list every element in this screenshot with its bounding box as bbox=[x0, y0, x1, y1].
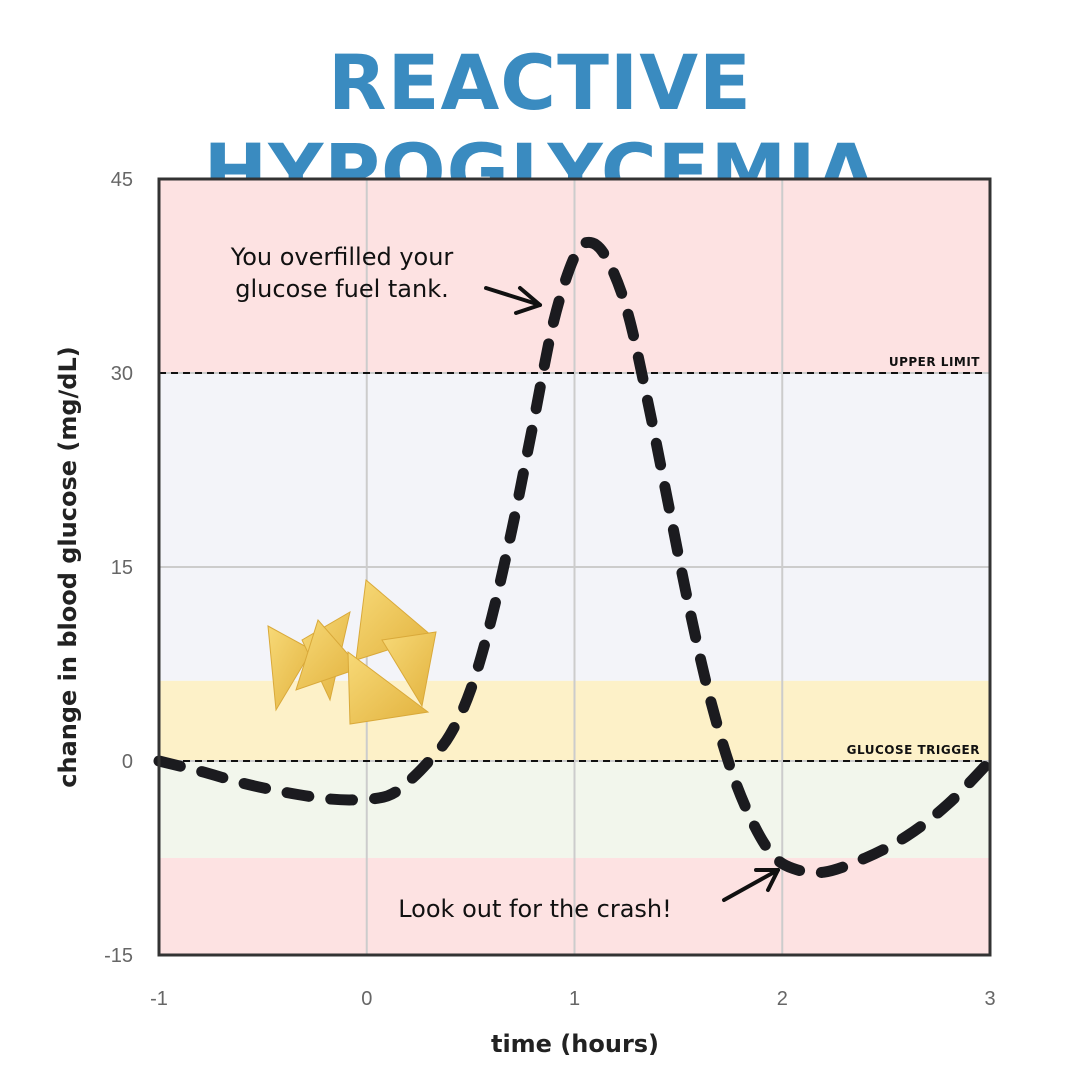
y-tick-label-2: 15 bbox=[111, 557, 133, 579]
x-axis-ticks: -1 0 1 2 3 bbox=[150, 988, 995, 1010]
plot-frame bbox=[157, 177, 992, 957]
x-tick-label-2: 1 bbox=[569, 988, 580, 1010]
reference-lines: UPPER LIMIT GLUCOSE TRIGGER bbox=[159, 355, 984, 762]
y-axis-label: change in blood glucose (mg/dL) bbox=[54, 346, 82, 787]
y-tick-label-1: 0 bbox=[122, 751, 133, 773]
annotation-overfilled-line2: glucose fuel tank. bbox=[235, 275, 448, 303]
x-axis-label: time (hours) bbox=[491, 1030, 659, 1058]
y-axis-ticks: -15 0 15 30 45 bbox=[104, 169, 133, 967]
y-tick-label-4: 45 bbox=[111, 169, 133, 191]
x-tick-label-4: 3 bbox=[984, 988, 995, 1010]
arrow-up-right-icon bbox=[722, 868, 780, 902]
x-tick-label-0: -1 bbox=[150, 988, 168, 1010]
x-tick-label-3: 2 bbox=[777, 988, 788, 1010]
annotation-crash-text: Look out for the crash! bbox=[398, 895, 672, 923]
tortilla-chips-image bbox=[267, 579, 437, 725]
annotation-crash: Look out for the crash! bbox=[398, 868, 780, 923]
reference-line-label-0: UPPER LIMIT bbox=[889, 355, 980, 369]
annotation-overfilled-line1: You overfilled your bbox=[230, 243, 454, 271]
glucose-curve bbox=[153, 236, 996, 879]
y-tick-label-0: -15 bbox=[104, 945, 133, 967]
reference-line-label-1: GLUCOSE TRIGGER bbox=[847, 743, 980, 757]
y-tick-label-3: 30 bbox=[111, 363, 133, 385]
arrow-right-icon bbox=[484, 286, 542, 315]
x-tick-label-1: 0 bbox=[361, 988, 372, 1010]
annotation-overfilled: You overfilled your glucose fuel tank. bbox=[230, 243, 542, 315]
